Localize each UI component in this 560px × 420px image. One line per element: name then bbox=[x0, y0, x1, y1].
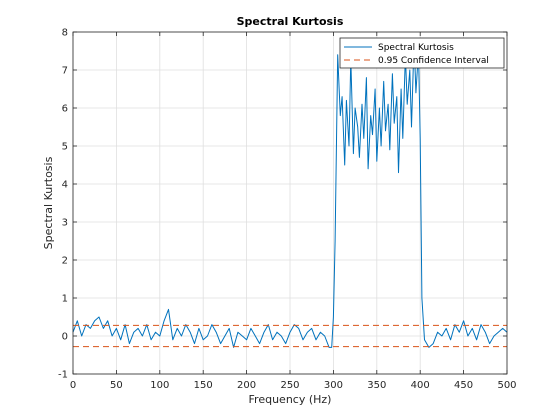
x-axis-label: Frequency (Hz) bbox=[249, 393, 332, 406]
y-tick-label: 3 bbox=[62, 218, 68, 229]
legend-box bbox=[339, 37, 505, 69]
y-tick-label: 4 bbox=[62, 180, 68, 191]
y-tick-label: 8 bbox=[62, 28, 68, 39]
x-tick-label: 50 bbox=[110, 380, 123, 391]
y-tick-label: 1 bbox=[62, 294, 68, 305]
plot-lines bbox=[72, 39, 508, 348]
spectral-kurtosis-line bbox=[72, 39, 508, 348]
legend: Spectral Kurtosis 0.95 Confidence Interv… bbox=[339, 37, 505, 69]
chart-title: Spectral Kurtosis bbox=[237, 15, 344, 28]
x-tick-label: 0 bbox=[70, 380, 76, 391]
y-tick-label: 7 bbox=[62, 66, 68, 77]
x-tick-label: 500 bbox=[497, 380, 516, 391]
x-tick-label: 150 bbox=[194, 380, 213, 391]
legend-label-spectral-kurtosis: Spectral Kurtosis bbox=[378, 43, 454, 53]
x-tick-label: 400 bbox=[411, 380, 430, 391]
x-tick-label: 200 bbox=[237, 380, 256, 391]
y-tick-label: -1 bbox=[58, 370, 68, 381]
x-tick-label: 250 bbox=[280, 380, 299, 391]
legend-label-confidence-interval: 0.95 Confidence Interval bbox=[378, 56, 489, 66]
x-tick-label: 350 bbox=[367, 380, 386, 391]
y-tick-label: 6 bbox=[62, 104, 68, 115]
y-axis-label: Spectral Kurtosis bbox=[42, 156, 55, 249]
y-tick-label: 0 bbox=[62, 332, 68, 343]
x-tick-label: 100 bbox=[150, 380, 169, 391]
x-tick-label: 450 bbox=[454, 380, 473, 391]
y-tick-label: 5 bbox=[62, 142, 68, 153]
x-tick-label: 300 bbox=[324, 380, 343, 391]
y-tick-label: 2 bbox=[62, 256, 68, 267]
axis-ticks: 0 50 100 150 200 250 300 350 400 450 500-101234567… bbox=[58, 28, 517, 392]
